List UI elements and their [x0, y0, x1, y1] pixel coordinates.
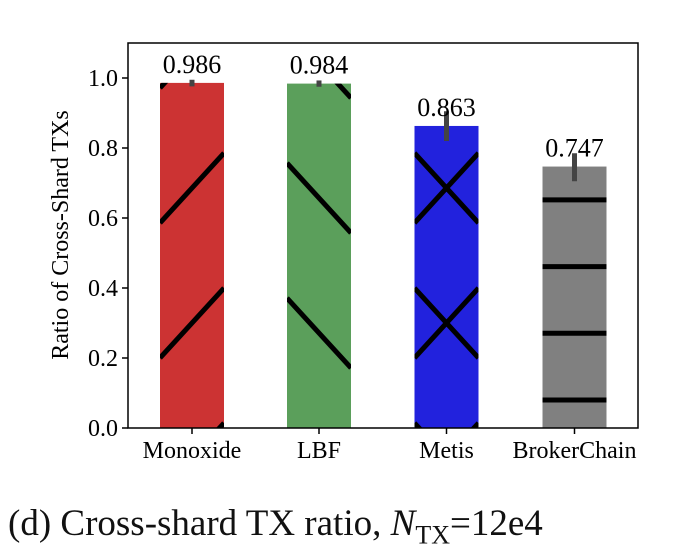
hatch-lbf	[287, 83, 351, 370]
hatch-line	[160, 286, 224, 360]
x-tick-label: BrokerChain	[513, 438, 637, 464]
data-label: 0.863	[417, 93, 476, 122]
caption-variable: NTX	[390, 503, 450, 550]
y-tick-label: 0.2	[88, 346, 118, 372]
data-label: 0.984	[290, 51, 349, 80]
y-tick-label: 0.6	[88, 206, 118, 232]
x-axis: Monoxide LBF Metis BrokerChain	[143, 428, 637, 464]
y-tick-label: 0.0	[88, 416, 118, 442]
caption-value: =12e4	[449, 503, 543, 544]
hatch-line	[414, 151, 479, 225]
hatch-line	[414, 286, 479, 360]
bar-monoxide	[160, 82, 224, 429]
y-axis: 0.0 0.2 0.4 0.6 0.8 1.0	[88, 66, 128, 442]
plot-frame	[127, 42, 639, 429]
hatch-line	[287, 161, 351, 235]
y-tick-label: 1.0	[88, 66, 118, 92]
hatch-line	[334, 83, 351, 100]
x-tick-label: LBF	[297, 438, 341, 464]
bars: 0.986 0.984 0.863 0.747	[160, 18, 607, 429]
figure-caption: (d) Cross-shard TX ratio, NTX=12e4	[8, 502, 543, 550]
hatch-line	[415, 18, 479, 88]
data-label: 0.747	[545, 134, 604, 163]
y-axis-label: Ratio of Cross-Shard TXs	[48, 110, 74, 360]
hatch-line	[415, 18, 479, 88]
y-tick-label: 0.4	[88, 276, 118, 302]
hatch-line	[287, 296, 351, 370]
bar-lbf	[287, 83, 351, 428]
hatch-metis	[414, 18, 479, 428]
caption-text: (d) Cross-shard TX ratio,	[8, 503, 391, 544]
hatch-line	[160, 151, 224, 225]
hatch-brokerchain	[542, 197, 607, 403]
y-tick-label: 0.8	[88, 136, 118, 162]
bar-brokerchain	[542, 166, 607, 429]
data-label: 0.986	[163, 50, 222, 79]
x-tick-label: Metis	[419, 438, 474, 464]
x-tick-label: Monoxide	[143, 438, 242, 464]
hatch-monoxide	[160, 82, 224, 429]
bar-metis	[414, 125, 479, 428]
